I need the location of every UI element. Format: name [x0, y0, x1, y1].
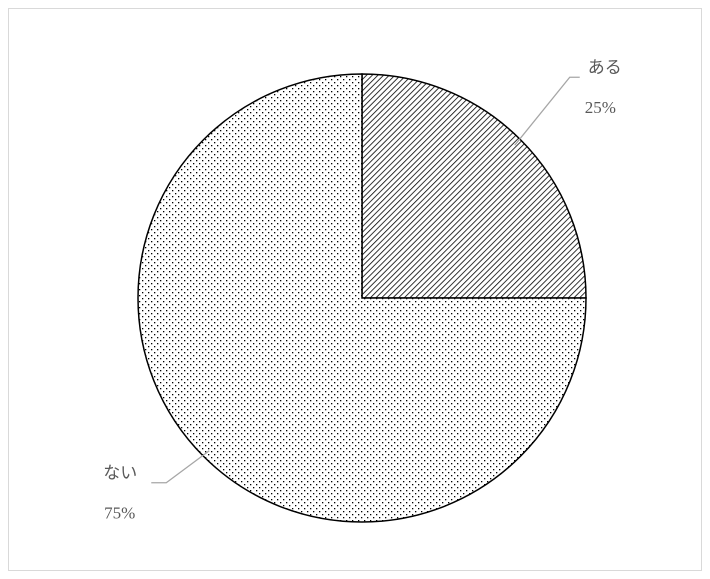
value-label: 75% — [104, 504, 135, 523]
leader-line — [514, 76, 580, 146]
category-label: ある — [588, 58, 622, 77]
category-label: ない — [103, 464, 137, 483]
pie-slice — [361, 73, 587, 299]
value-label: 25% — [585, 98, 616, 117]
pie-slice — [137, 73, 587, 523]
leader-line — [151, 450, 210, 484]
